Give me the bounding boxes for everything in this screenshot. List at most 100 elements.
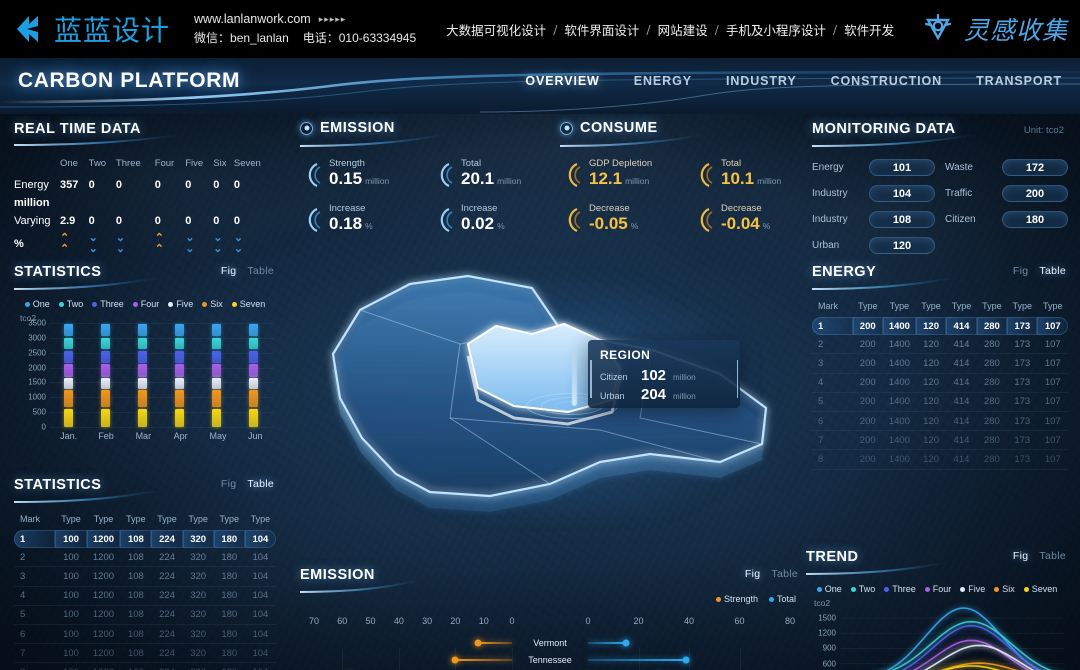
toggle-table[interactable]: Table [1039, 265, 1066, 277]
legend-dot-icon [884, 586, 890, 592]
bar-column[interactable] [138, 322, 147, 427]
table-row[interactable]: 5 100 1200 108 224 320 180 104 [14, 605, 276, 625]
legend-item-six[interactable]: Six [202, 299, 223, 309]
consume-kpi-panel: CONSUME GDP Depletion 12.1 million [560, 120, 810, 235]
legend-item-two[interactable]: Two [850, 584, 875, 594]
legend-item-one[interactable]: One [24, 299, 50, 309]
legend-item-total[interactable]: Total [768, 594, 796, 604]
table-row: Varying 2.9 0 0 0 0 0 0 [14, 212, 276, 230]
table-row[interactable]: 1 100 1200 108 224 320 180 104 [14, 530, 276, 549]
energy-table-panel: ENERGY Fig Table Mark Type Type Type Type Typ… [812, 263, 1068, 470]
table-row[interactable]: 81001200108224320180104 [14, 662, 276, 670]
table-cell: 108 [120, 643, 152, 664]
table-row[interactable]: 7 100 1200 108 224 320 180 104 [14, 643, 276, 664]
legend-label: One [824, 584, 842, 594]
legend-item-one[interactable]: One [816, 584, 842, 594]
legend-item-seven[interactable]: Seven [1023, 584, 1057, 594]
toggle-table[interactable]: Table [1039, 550, 1066, 562]
table-row[interactable]: 4 200 1400 120 414 280 173 107 [812, 373, 1068, 393]
table-cell: 120 [915, 430, 947, 451]
nav-item-energy[interactable]: ENERGY [633, 74, 692, 88]
toggle-table[interactable]: Table [247, 265, 274, 277]
table-row[interactable]: 6 200 1400 120 414 280 173 107 [812, 411, 1068, 432]
left-axis-tick: 0 [509, 616, 515, 626]
trend-legend: One Two Three Four Five Six Seven [806, 584, 1068, 594]
bar-segment [175, 323, 184, 337]
table-cell: 414 [946, 449, 977, 470]
table-row[interactable]: 5 200 1400 120 414 280 173 107 [812, 392, 1068, 412]
trend-chart-area: tco2 030060090012001500 151015202530 [806, 598, 1068, 670]
realtime-table: One Two Three Four Five Six Seven Energy… [14, 158, 276, 258]
total-bar [588, 658, 687, 661]
table-cell: 1200 [86, 548, 121, 568]
butterfly-row[interactable]: Vermont [300, 634, 800, 651]
table-row[interactable]: 7 200 1400 120 414 280 173 107 [812, 430, 1068, 451]
toggle-fig[interactable]: Fig [1012, 550, 1029, 562]
bar-column[interactable] [101, 322, 110, 427]
table-cell: 104 [244, 548, 276, 568]
category-label: Tennessee [528, 654, 572, 665]
column-header: Type [61, 514, 81, 524]
strength-knob [451, 656, 459, 663]
bar-column[interactable] [249, 322, 258, 427]
nav-item-transport[interactable]: TRANSPORT [976, 74, 1062, 88]
table-cell: 1400 [882, 317, 916, 336]
bar-segment [64, 323, 73, 337]
butterfly-row[interactable]: Tennessee [300, 651, 800, 668]
bar-column[interactable] [64, 322, 73, 427]
table-row[interactable]: 3 100 1200 108 224 320 180 104 [14, 566, 276, 587]
legend-item-three[interactable]: Three [92, 299, 124, 309]
table-row[interactable]: 2 100 1200 108 224 320 180 104 [14, 548, 276, 568]
table-cell: 100 [55, 566, 87, 587]
column-header: Type [188, 514, 208, 524]
bar-column[interactable] [212, 322, 221, 427]
x-tick: Jan. [60, 431, 78, 441]
legend-item-five[interactable]: Five [168, 299, 193, 309]
legend-item-seven[interactable]: Seven [231, 299, 265, 309]
table-cell: 108 [120, 548, 152, 568]
bar-column[interactable] [175, 322, 184, 427]
legend-item-three[interactable]: Three [884, 584, 916, 594]
toggle-fig[interactable]: Fig [1012, 265, 1029, 277]
nav-item-overview[interactable]: OVERVIEW [525, 74, 600, 88]
legend-item-five[interactable]: Five [960, 584, 985, 594]
monitor-label: Traffic [945, 188, 973, 199]
kpi-unit: % [630, 221, 639, 231]
legend-item-strength[interactable]: Strength [715, 594, 758, 604]
toggle-fig[interactable]: Fig [220, 478, 237, 490]
nav-item-construction[interactable]: CONSTRUCTION [830, 74, 943, 88]
table-row[interactable]: 8 200 1400 120 414 280 173 107 [812, 449, 1068, 470]
legend-item-four[interactable]: Four [924, 584, 951, 594]
grid-line [50, 367, 274, 369]
region-map[interactable]: REGION Citizen 102 million Urban 204 mil… [300, 248, 800, 548]
grid-line [50, 323, 274, 324]
table-cell: 224 [151, 566, 183, 587]
consume-kpi-grid: GDP Depletion 12.1 million Total 10.1 mill… [560, 158, 810, 235]
phone-label: 电话：010-63334945 [302, 31, 417, 46]
table-row[interactable]: 2 200 1400 120 414 280 173 107 [812, 335, 1068, 355]
kpi-total: Total 10.1 million [692, 158, 810, 190]
table-row[interactable]: 6 100 1200 108 224 320 180 104 [14, 624, 276, 645]
bar-chart-area: tco2 0 500 1000 1500 2000 2500 3000 3500 Jan. Fe… [14, 313, 276, 445]
nav-item-industry[interactable]: INDUSTRY [725, 74, 797, 88]
table-row[interactable]: 1 200 1400 120 414 280 173 107 [812, 317, 1068, 336]
bar-segment [212, 350, 221, 363]
arc-icon [700, 207, 713, 233]
table-cell: 120 [915, 392, 947, 412]
table-cell: 107 [1037, 335, 1068, 355]
y-tick: 3500 [28, 318, 46, 328]
toggle-fig[interactable]: Fig [220, 265, 237, 277]
grid-line [739, 648, 741, 670]
table-row[interactable]: 3 200 1400 120 414 280 173 107 [812, 353, 1068, 374]
toggle-table[interactable]: Table [247, 478, 274, 490]
bar-segment [64, 378, 73, 389]
table-row[interactable]: 4 100 1200 108 224 320 180 104 [14, 586, 276, 606]
kpi-value: 0.02 [461, 214, 495, 233]
legend-item-six[interactable]: Six [994, 584, 1015, 594]
toggle-table[interactable]: Table [771, 568, 798, 580]
legend-dot-icon [715, 596, 721, 602]
toggle-fig[interactable]: Fig [744, 568, 761, 580]
y-axis-title: tco2 [20, 313, 37, 323]
legend-item-two[interactable]: Two [58, 299, 83, 309]
legend-item-four[interactable]: Four [132, 299, 159, 309]
